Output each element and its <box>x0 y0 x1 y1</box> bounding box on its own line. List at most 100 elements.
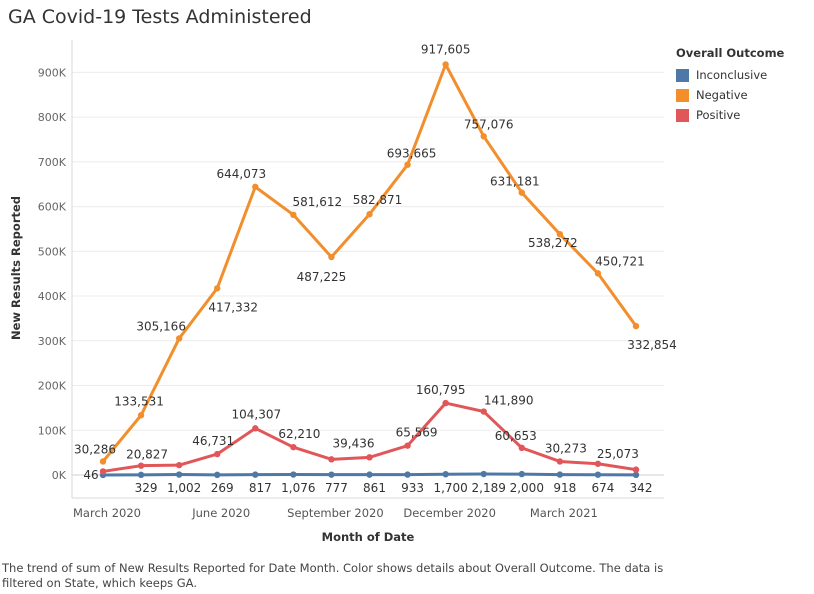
data-point-negative <box>632 322 640 330</box>
data-point-inconclusive <box>594 471 602 478</box>
data-label-negative: 757,076 <box>464 117 514 131</box>
series-line-negative <box>101 62 638 463</box>
data-point-negative <box>252 183 259 191</box>
data-label-negative: 644,073 <box>216 167 266 181</box>
data-point-positive <box>290 443 297 451</box>
data-point-negative <box>480 133 487 140</box>
data-point-positive <box>137 462 145 469</box>
data-point-inconclusive <box>480 470 487 478</box>
data-point-positive <box>99 468 107 475</box>
data-label-negative: 917,605 <box>421 42 471 56</box>
data-label-inconclusive: 46 <box>83 468 98 482</box>
data-label-negative: 581,612 <box>293 195 343 209</box>
y-tick-label: 200K <box>38 380 67 393</box>
data-point-negative <box>442 61 449 68</box>
data-point-inconclusive <box>175 471 183 478</box>
data-point-positive <box>632 466 640 473</box>
y-tick-label: 900K <box>38 66 67 79</box>
data-label-positive: 25,073 <box>597 447 639 461</box>
data-point-inconclusive <box>366 471 373 478</box>
y-tick-label: 300K <box>38 335 67 348</box>
data-point-positive <box>518 444 525 452</box>
data-point-negative <box>518 189 525 196</box>
legend-label-negative: Negative <box>696 88 748 102</box>
data-label-positive: 39,436 <box>333 436 375 450</box>
data-label-inconclusive: 918 <box>553 481 576 495</box>
data-label-inconclusive: 269 <box>211 481 234 495</box>
y-axis-title: New Results Reported <box>9 196 23 340</box>
data-label-inconclusive: 817 <box>249 481 272 495</box>
data-point-negative <box>594 270 602 277</box>
legend-swatch-positive <box>676 108 689 122</box>
chart-title: GA Covid-19 Tests Administered <box>8 6 312 28</box>
data-point-positive <box>404 442 411 449</box>
data-label-positive: 62,210 <box>278 427 320 441</box>
data-point-inconclusive <box>632 471 640 479</box>
chart-caption: The trend of sum of New Results Reported… <box>2 561 664 590</box>
data-label-negative: 332,854 <box>627 338 677 352</box>
data-label-positive: 60,653 <box>495 429 537 443</box>
data-label-inconclusive: 1,700 <box>433 481 467 495</box>
data-label-inconclusive: 861 <box>363 481 386 495</box>
data-label-positive: 160,795 <box>416 383 466 397</box>
data-label-inconclusive: 342 <box>630 481 653 495</box>
line-chart: 0K 100K 200K 300K 400K 500K 600K 700K 800K 900K Ma… <box>9 40 677 544</box>
data-point-positive <box>328 456 335 463</box>
data-label-negative: 305,166 <box>136 319 186 333</box>
x-tick-label: March 2021 <box>530 506 598 520</box>
legend-item-negative[interactable]: Negative <box>676 85 784 105</box>
data-label-inconclusive: 329 <box>135 481 158 495</box>
legend-swatch-negative <box>676 88 689 102</box>
legend-label-positive: Positive <box>696 108 741 122</box>
data-label-inconclusive: 777 <box>325 481 348 495</box>
data-point-inconclusive <box>518 470 525 478</box>
x-axis-title: Month of Date <box>322 530 415 544</box>
data-point-positive <box>175 461 183 469</box>
data-label-positive: 30,273 <box>545 441 587 455</box>
data-point-inconclusive <box>252 471 259 478</box>
data-label-negative: 133,531 <box>114 394 164 408</box>
legend-item-inconclusive[interactable]: Inconclusive <box>676 65 784 85</box>
y-tick-label: 500K <box>38 245 67 258</box>
y-tick-label: 100K <box>38 424 67 437</box>
data-point-inconclusive <box>442 471 449 478</box>
data-label-negative: 417,332 <box>208 300 258 314</box>
data-label-negative: 582,871 <box>353 193 403 207</box>
y-tick-label: 800K <box>38 111 67 124</box>
data-label-inconclusive: 674 <box>591 481 614 495</box>
x-tick-label: June 2020 <box>191 506 250 520</box>
data-point-negative <box>214 285 221 292</box>
data-point-inconclusive <box>137 471 145 479</box>
data-point-inconclusive <box>404 471 411 478</box>
data-label-negative: 487,225 <box>297 270 347 284</box>
data-point-inconclusive <box>214 471 221 479</box>
y-tick-label: 600K <box>38 201 67 214</box>
data-label-inconclusive: 1,002 <box>167 481 201 495</box>
data-point-positive <box>252 425 259 432</box>
legend: Overall Outcome Inconclusive Negative Po… <box>676 46 784 125</box>
data-point-positive <box>556 458 564 465</box>
data-point-positive <box>366 454 373 461</box>
legend-title: Overall Outcome <box>676 46 785 60</box>
x-tick-label: September 2020 <box>287 506 384 520</box>
data-label-negative: 631,181 <box>490 175 540 189</box>
data-label-positive: 46,731 <box>192 434 234 448</box>
data-label-positive: 65,569 <box>396 426 438 440</box>
data-label-inconclusive: 2,000 <box>510 481 544 495</box>
x-tick-label: December 2020 <box>403 506 496 520</box>
y-tick-label: 700K <box>38 156 67 169</box>
data-point-negative <box>290 211 297 219</box>
data-point-negative <box>328 253 335 261</box>
data-point-positive <box>480 408 487 415</box>
data-label-inconclusive: 933 <box>401 481 424 495</box>
data-label-negative: 538,272 <box>528 236 578 250</box>
data-point-negative <box>366 211 373 218</box>
data-point-positive <box>594 460 602 467</box>
legend-label-inconclusive: Inconclusive <box>696 68 768 82</box>
data-label-positive: 141,890 <box>484 394 534 408</box>
data-label-inconclusive: 2,189 <box>472 481 506 495</box>
data-point-negative <box>556 230 564 238</box>
legend-item-positive[interactable]: Positive <box>676 105 784 125</box>
data-point-negative <box>175 335 183 342</box>
data-point-negative <box>99 458 107 465</box>
